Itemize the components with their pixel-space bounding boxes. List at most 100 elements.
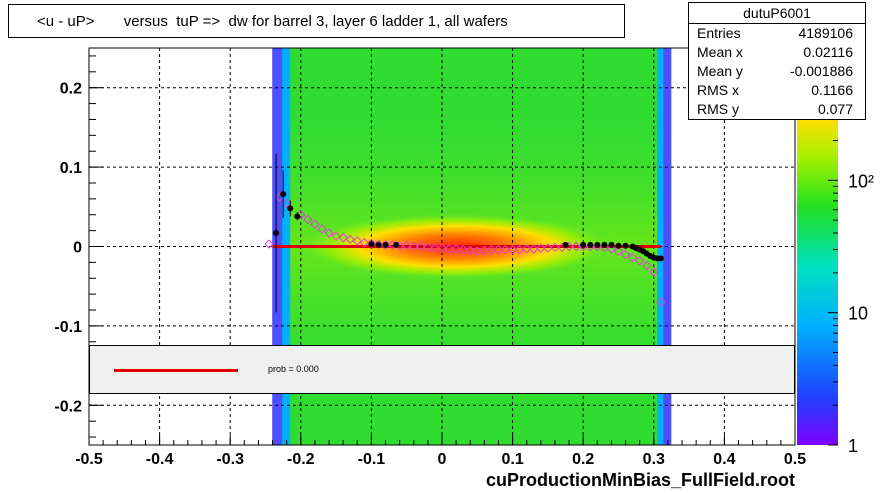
profile-black-point: [657, 255, 664, 262]
profile-magenta-point: [507, 244, 518, 255]
x-tick-label: 0.3: [643, 451, 665, 468]
stats-value: 0.02116: [803, 44, 853, 60]
profile-magenta-point: [281, 198, 292, 209]
profile-magenta-point: [500, 244, 511, 255]
profile-black-point: [287, 205, 294, 212]
stats-row-mean-x: Mean x 0.02116: [689, 43, 865, 62]
stats-box: dutuP6001 Entries 4189106 Mean x 0.02116…: [688, 2, 866, 120]
profile-magenta-point: [458, 244, 468, 255]
profile-magenta-point: [550, 242, 560, 253]
profile-magenta-point: [642, 260, 652, 271]
x-tick-label: 0: [438, 451, 447, 468]
profiles: [264, 153, 666, 313]
profile-magenta-point: [423, 242, 433, 253]
profile-black-point: [294, 213, 301, 220]
stats-value: 4189106: [798, 25, 853, 41]
profile-magenta-point: [543, 243, 553, 253]
profile-magenta-point: [310, 219, 320, 229]
stats-row-rms-y: RMS y 0.077: [689, 100, 865, 119]
profile-black-point: [273, 230, 280, 237]
profile-magenta-point: [529, 244, 539, 254]
profile-magenta-point: [493, 244, 504, 255]
y-tick-label: 0.2: [60, 81, 82, 98]
profile-magenta-point: [444, 244, 454, 254]
profile-magenta-point: [264, 239, 274, 249]
stats-value: 0.077: [817, 101, 853, 117]
stats-row-rms-x: RMS x 0.1166: [689, 81, 865, 100]
profile-black-point: [375, 241, 382, 248]
stats-name: dutuP6001: [689, 3, 865, 24]
profile-magenta-point: [571, 241, 581, 252]
profile-magenta-point: [352, 236, 362, 246]
profile-black-point: [382, 241, 389, 248]
profile-magenta-point: [430, 243, 440, 253]
x-tick-label: -0.1: [358, 451, 386, 468]
profile-magenta-point: [366, 238, 377, 249]
legend-fit-line-sample: [114, 369, 238, 372]
profile-black-point: [393, 241, 400, 248]
x-tick-label: 0.2: [572, 451, 594, 468]
stats-row-mean-y: Mean y -0.001886: [689, 62, 865, 81]
plot-title: <u - uP> versus tuP => dw for barrel 3, …: [8, 4, 625, 38]
profile-magenta-point: [627, 252, 638, 263]
profile-magenta-point: [303, 214, 313, 225]
profile-magenta-point: [409, 241, 419, 252]
profile-magenta-point: [465, 245, 475, 256]
stats-row-entries: Entries 4189106: [689, 24, 865, 43]
profile-magenta-point: [656, 297, 666, 307]
profile-magenta-point: [359, 237, 370, 248]
profile-black-point: [587, 241, 594, 248]
profile-black-point: [608, 241, 615, 248]
stats-label: Mean x: [697, 44, 743, 60]
profile-magenta-point: [317, 224, 327, 234]
y-tick-label: 0: [73, 240, 82, 257]
stats-label: RMS x: [697, 82, 739, 98]
profile-magenta-point: [331, 231, 341, 241]
stats-value: 0.1166: [811, 82, 853, 98]
profile-magenta-point: [620, 249, 631, 260]
x-tick-label: -0.3: [216, 451, 244, 468]
legend-box: prob = 0.000: [89, 345, 795, 394]
profile-magenta-point: [416, 241, 426, 252]
y-tick-label: -0.1: [54, 319, 82, 336]
profile-magenta-point: [606, 244, 617, 254]
x-tick-label: 0.4: [713, 451, 735, 468]
profile-magenta-point: [514, 244, 525, 255]
stats-value: -0.001886: [789, 63, 853, 79]
profile-magenta-point: [338, 233, 348, 243]
stats-label: Mean y: [697, 63, 743, 79]
x-tick-label: -0.4: [146, 451, 174, 468]
profile-magenta-point: [451, 244, 461, 254]
profile-magenta-point: [613, 246, 624, 256]
profile-magenta-point: [479, 245, 490, 256]
profile-magenta-point: [437, 243, 447, 253]
colorbar-tick-label: 10: [848, 304, 868, 324]
profile-magenta-point: [345, 234, 355, 245]
legend-prob-text: prob = 0.000: [268, 364, 319, 374]
profile-black-point: [368, 241, 375, 248]
profile-magenta-point: [472, 246, 483, 256]
y-tick-label: -0.2: [54, 398, 82, 415]
x-tick-label: -0.2: [287, 451, 315, 468]
stats-label: RMS y: [697, 101, 739, 117]
profile-black-point: [601, 241, 608, 248]
profile-magenta-point: [401, 240, 412, 251]
profile-magenta-point: [634, 256, 645, 266]
x-tick-label: 0.5: [784, 451, 806, 468]
profile-magenta-point: [324, 228, 334, 238]
stats-label: Entries: [697, 25, 741, 41]
x-tick-label: 0.1: [501, 451, 523, 468]
x-tick-label: -0.5: [75, 451, 103, 468]
profile-magenta-point: [296, 210, 306, 220]
colorbar-tick-label: 10²: [848, 171, 874, 191]
profile-black-point: [594, 241, 601, 248]
profile-black-point: [615, 242, 622, 249]
profile-black-point: [280, 191, 287, 198]
profile-magenta-point: [373, 239, 384, 249]
plot-title-text: <u - uP> versus tuP => dw for barrel 3, …: [37, 12, 508, 30]
colorbar-tick-label: 1: [848, 436, 858, 456]
axes: -0.5 -0.4 -0.3 -0.2 -0.1 0 0.1 0.2 0.3 0.4 0.5 -0.2…: [54, 55, 806, 468]
y-tick-label: 0.1: [60, 160, 82, 177]
profile-black-point: [562, 241, 569, 248]
